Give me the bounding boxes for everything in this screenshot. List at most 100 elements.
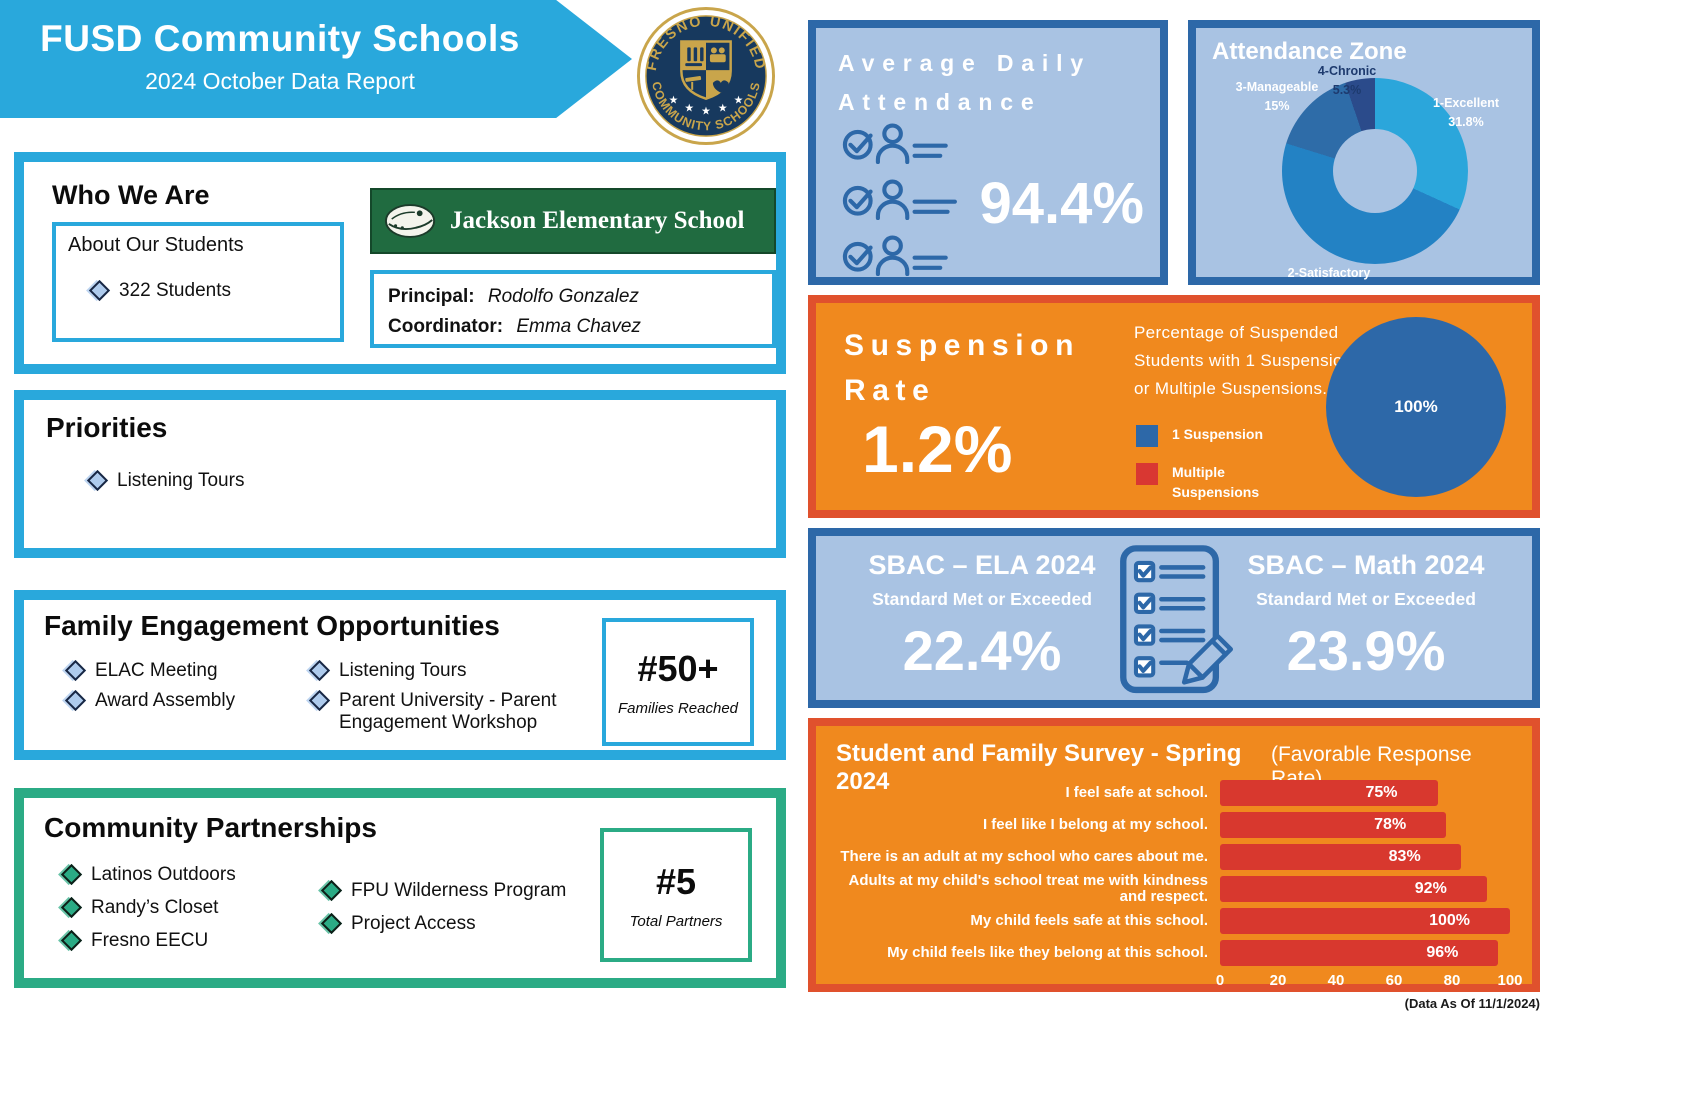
engagement-label: Award Assembly [95,690,236,711]
sbac-ela-title: SBAC – ELA 2024 [868,550,1096,580]
partner-item: Randy’s Closet [60,896,219,919]
total-partners-value: #5 [655,860,697,902]
one-suspension-swatch-icon [1136,425,1158,447]
coordinator-name: Emma Chavez [516,316,641,338]
zone-label-text: 3-Manageable [1235,80,1319,94]
survey-bar-value: 83% [1388,848,1421,865]
engagement-item: Award Assembly [64,689,236,712]
survey-row: I feel like I belong at my school. 78% [836,812,1510,838]
attendance-value: 94.4% [979,171,1144,236]
survey-row-label: My child feels like they belong at this … [887,943,1208,961]
zone-label-text: 4-Chronic [1317,64,1377,78]
sbac-math-value: 23.9% [1286,619,1446,682]
survey-bar-chart: I feel safe at school. 75% I feel like I… [836,780,1523,992]
attendance-panel: Average Daily Attendance 94.4% [808,20,1168,285]
sbac-ela-subtitle: Standard Met or Exceeded [872,589,1092,609]
priorities-title: Priorities [46,412,168,443]
axis-tick: 20 [1269,972,1287,989]
attendance-title-line1: Average Daily [838,50,1091,76]
families-reached-value: #50+ [637,647,719,689]
suspension-pie-chart: 100% [1326,317,1506,497]
partner-item: Latinos Outdoors [60,863,236,886]
engagement-item: ELAC Meeting [64,659,218,682]
diamond-bullet-icon [88,279,111,302]
survey-bar-track: 78% [1220,812,1510,838]
survey-row-label: There is an adult at my school who cares… [840,847,1208,865]
survey-row: There is an adult at my school who cares… [836,844,1510,870]
sbac-math-title: SBAC – Math 2024 [1247,550,1485,580]
staff-box: Principal: Rodolfo Gonzalez Coordinator:… [370,270,776,348]
partner-label: Randy’s Closet [91,897,219,918]
survey-bar-value: 96% [1426,944,1459,961]
legend-item: 1 Suspension [1136,425,1292,447]
diamond-bullet-icon [60,929,83,952]
survey-bar: 92% [1220,876,1487,902]
partnerships-title: Community Partnerships [44,812,377,843]
principal-label: Principal: [388,286,475,307]
priorities-section: Priorities Listening Tours [14,390,786,558]
engagement-label: Parent University - Parent Engagement Wo… [339,690,557,733]
principal-name: Rodolfo Gonzalez [487,286,639,307]
principal-line: Principal: Rodolfo Gonzalez [388,282,758,312]
suspension-pie-label: 100% [1394,397,1438,416]
attendance-title-line2: Attendance [838,89,1042,116]
attendance-zone-title: Attendance Zone [1212,38,1407,65]
axis-tick: 60 [1385,972,1403,989]
partner-label: Latinos Outdoors [91,864,236,885]
svg-text:★: ★ [718,101,728,114]
legend-item: Multiple Suspensions [1136,463,1292,502]
partner-item: Fresno EECU [60,929,208,952]
survey-row-label: My child feels safe at this school. [970,911,1208,929]
families-reached-stat: #50+ Families Reached [602,618,754,746]
zone-label-value: 15% [1264,98,1290,113]
survey-bar: 75% [1220,780,1438,806]
priority-label: Listening Tours [117,470,245,491]
diamond-bullet-icon [60,896,83,919]
survey-bar-value: 75% [1365,784,1398,801]
survey-row-label: I feel like I belong at my school. [982,815,1208,833]
donut-hole [1333,129,1417,213]
sbac-ela-value: 22.4% [902,619,1062,682]
data-as-of-note: (Data As Of 11/1/2024) [1404,996,1540,1011]
diamond-bullet-icon [60,863,83,886]
svg-text:★: ★ [734,94,744,107]
partner-label: FPU Wilderness Program [351,880,567,901]
survey-bar-track: 75% [1220,780,1510,806]
survey-row: Adults at my child's school treat me wit… [836,872,1510,905]
legend-label: 1 Suspension [1172,426,1264,442]
sbac-panel: SBAC – ELA 2024 Standard Met or Exceeded… [808,528,1540,708]
survey-bar: 78% [1220,812,1447,838]
zone-label-excellent: 1-Excellent 31.8% [1418,94,1514,132]
zone-label-value: 31.8% [1448,114,1484,129]
survey-bar-value: 100% [1429,912,1470,929]
header-banner: FUSD Community Schools 2024 October Data… [0,0,632,118]
engagement-label: Listening Tours [339,660,467,681]
svg-text:★: ★ [701,104,711,117]
survey-bar-value: 92% [1414,880,1447,897]
attendance-zone-panel: Attendance Zone 4-Chronic 5.3% 3-Managea… [1188,20,1540,299]
survey-header: Student and Family Survey - Spring 2024 … [836,740,1512,796]
students-count: 322 Students [119,280,231,301]
partner-item: Project Access [320,912,476,935]
family-engagement-title: Family Engagement Opportunities [44,610,500,641]
diamond-bullet-icon [320,879,343,902]
engagement-item: Parent University - Parent Engagement Wo… [308,689,592,734]
about-students-label: About Our Students [68,234,244,256]
survey-bar-value: 78% [1374,816,1407,833]
survey-title: Student and Family Survey - Spring 2024 [836,740,1242,795]
checklist-pencil-icon [1116,542,1234,700]
axis-tick: 80 [1443,972,1461,989]
survey-bar-track: 92% [1220,876,1510,902]
survey-bar: 96% [1220,940,1499,966]
survey-row-label: Adults at my child's school treat me wit… [848,871,1208,905]
attendance-icons [834,120,964,276]
survey-bar-track: 100% [1220,908,1510,934]
school-banner: Jackson Elementary School [370,188,776,254]
axis-tick: 40 [1327,972,1345,989]
partnerships-section: Community Partnerships Latinos Outdoors … [14,788,786,988]
multiple-suspensions-swatch-icon [1136,463,1158,485]
zone-label-text: 2-Satisfactory [1287,266,1371,280]
zone-label-manageable: 3-Manageable 15% [1222,78,1332,116]
school-name: Jackson Elementary School [450,207,745,234]
sbac-math-block: SBAC – Math 2024 Standard Met or Exceede… [1216,550,1516,683]
